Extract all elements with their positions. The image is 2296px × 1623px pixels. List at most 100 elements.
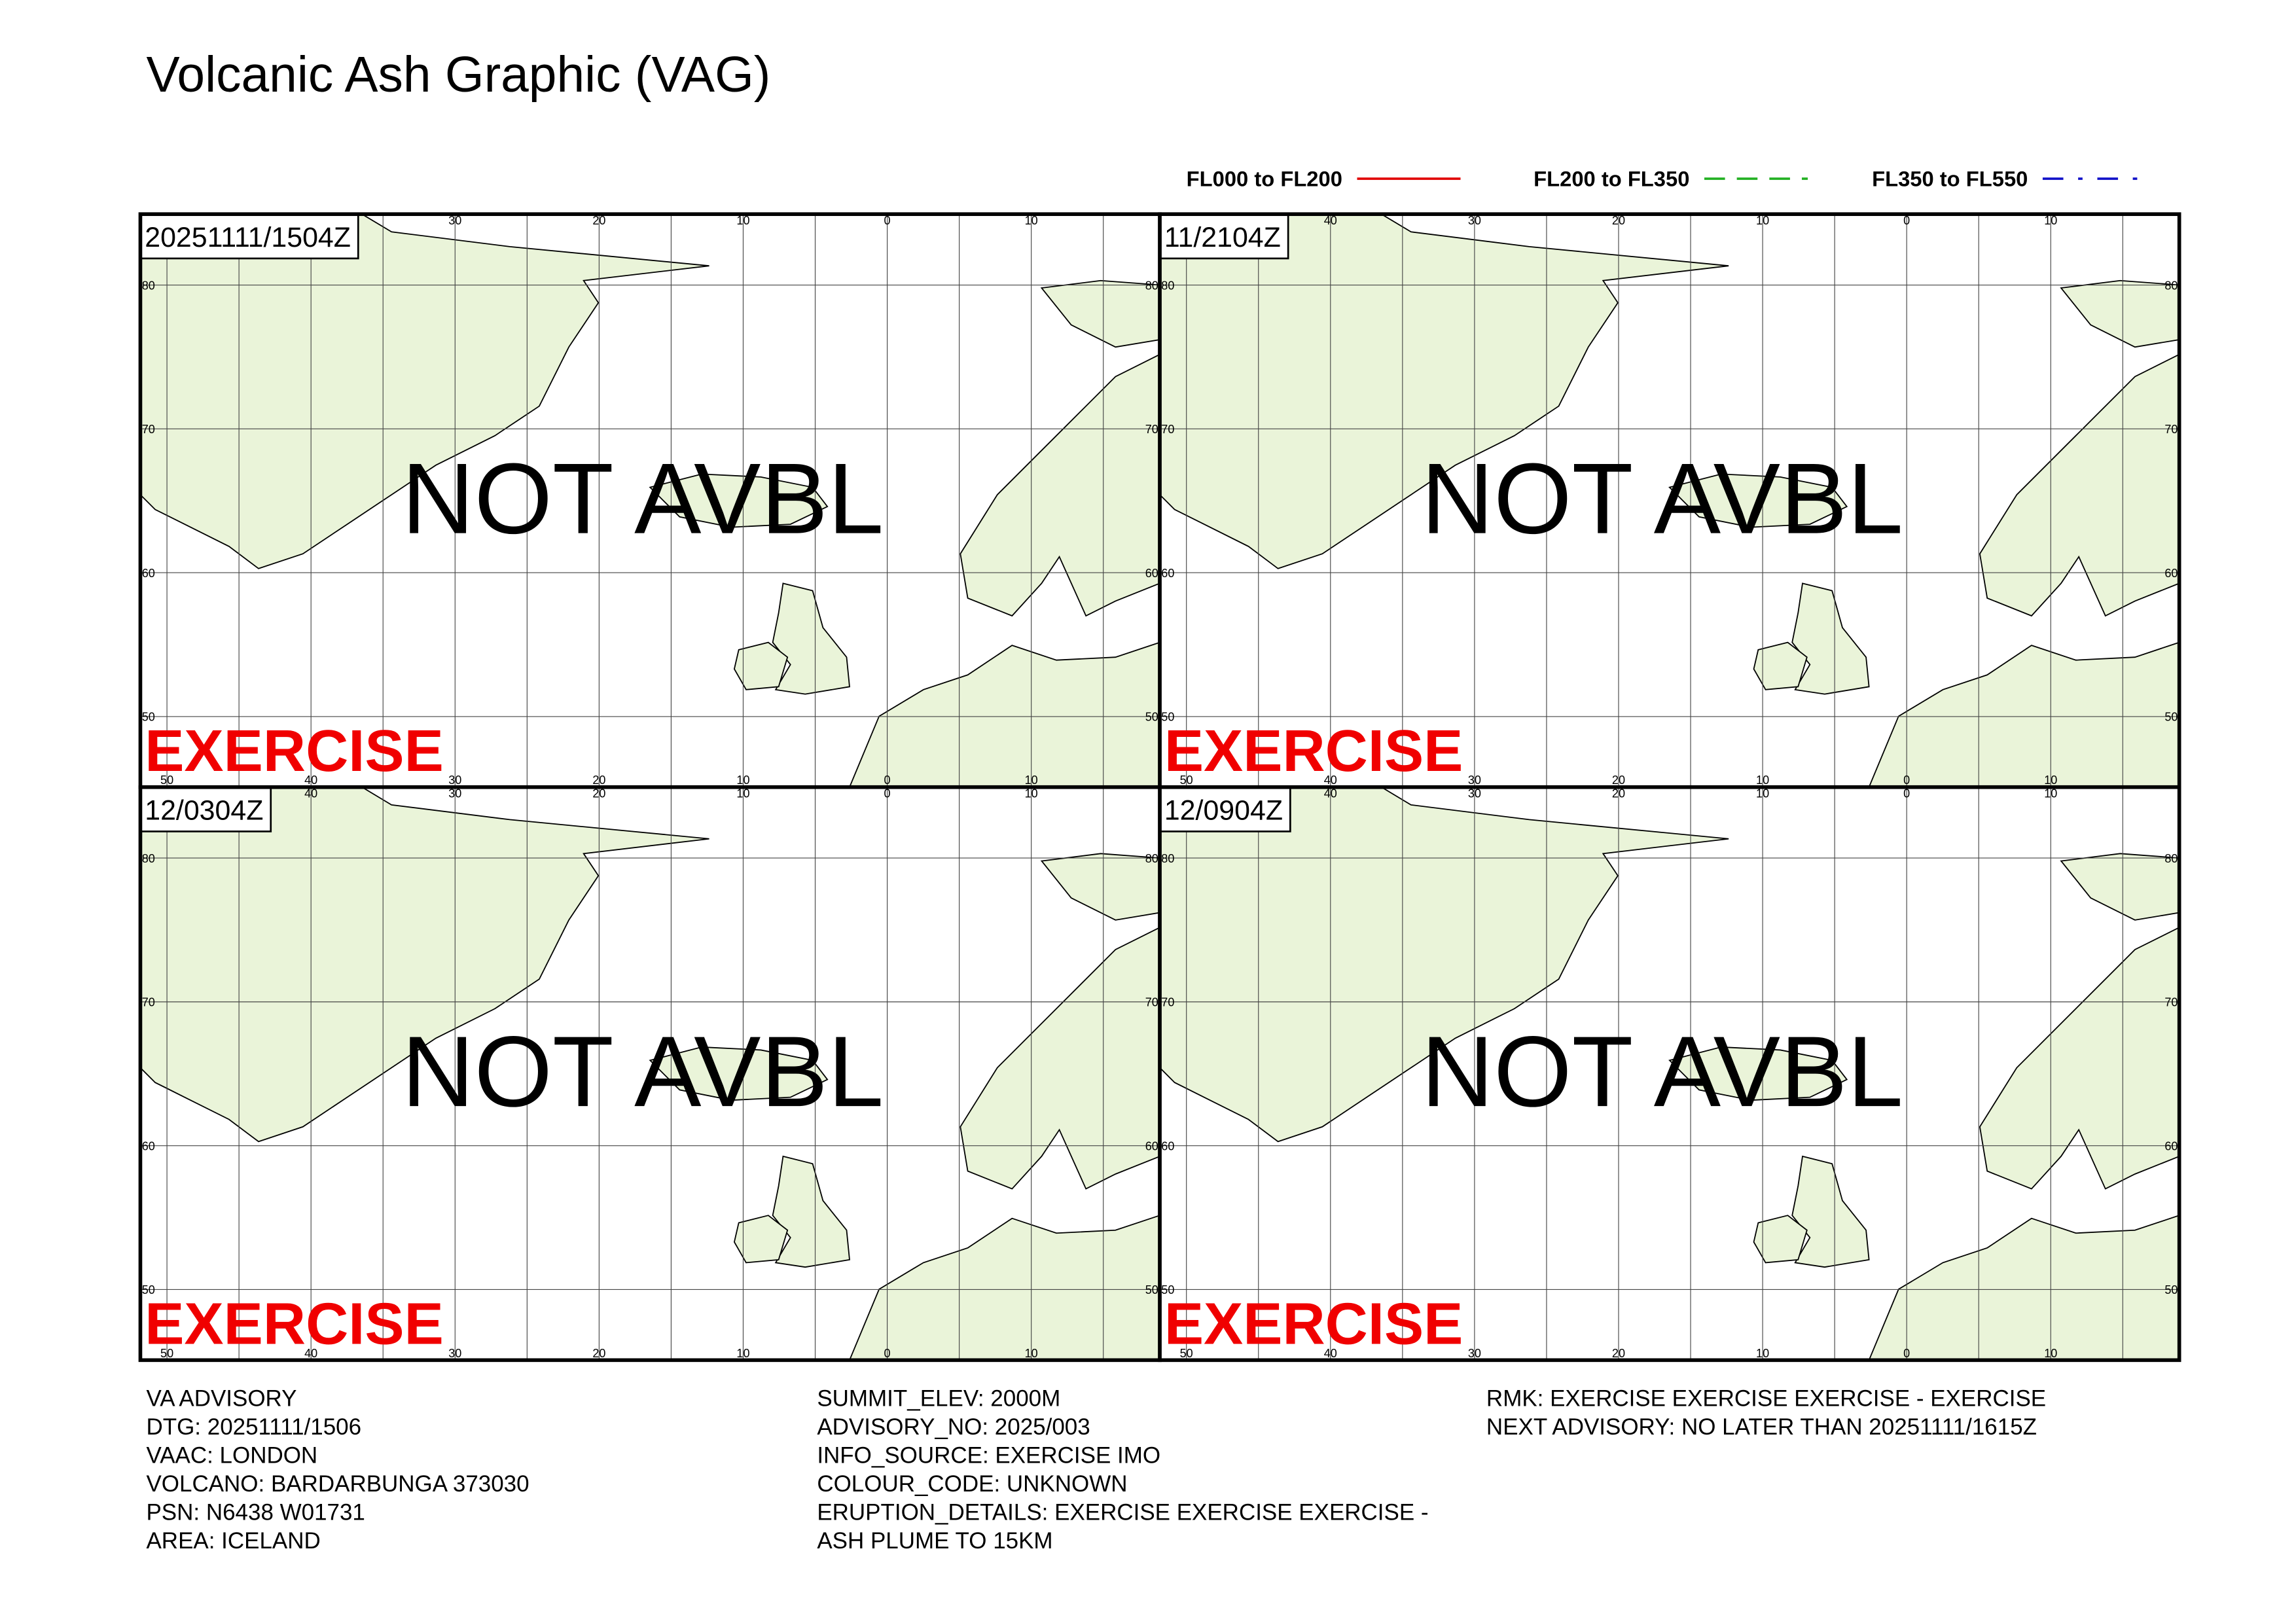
advisory-line: COLOUR_CODE: UNKNOWN [817, 1471, 1127, 1497]
lon-label: 10 [1756, 214, 1769, 227]
lat-label: 80 [142, 852, 155, 865]
lon-label: 10 [2044, 774, 2057, 787]
lon-label: 10 [1756, 774, 1769, 787]
map [140, 787, 1160, 1361]
lon-label: 40 [1324, 774, 1337, 787]
lon-label: 0 [884, 787, 891, 800]
lat-label: 50 [1145, 1283, 1158, 1296]
lon-label: 0 [1903, 774, 1910, 787]
title: Volcanic Ash Graphic (VAG) [146, 47, 770, 103]
valid-time: 20251111/1504Z [145, 222, 351, 253]
lon-label: 0 [884, 1347, 891, 1360]
lon-label: 30 [1468, 774, 1481, 787]
lat-label: 80 [1145, 279, 1158, 292]
advisory-line: ASH PLUME TO 15KM [817, 1528, 1052, 1554]
lon-label: 0 [1903, 1347, 1910, 1360]
panel-border [1158, 785, 2181, 1363]
lon-label: 10 [736, 787, 749, 800]
map-panel: 5050404030302020101000101080807070606050… [1158, 785, 2181, 1363]
lon-label: 30 [1468, 1347, 1481, 1360]
exercise-watermark: EXERCISE [145, 718, 444, 784]
exercise-watermark: EXERCISE [1164, 1291, 1463, 1357]
lon-label: 20 [592, 214, 605, 227]
exercise-watermark: EXERCISE [145, 1291, 444, 1357]
map-panel: 5050404030302020101000101080807070606050… [138, 212, 1162, 789]
lon-label: 10 [2044, 214, 2057, 227]
lon-label: 40 [304, 1347, 317, 1360]
status-overlay: NOT AVBL [1421, 1015, 1903, 1128]
status-overlay: NOT AVBL [402, 442, 884, 555]
advisory-line: ADVISORY_NO: 2025/003 [817, 1414, 1090, 1440]
advisory-line: SUMMIT_ELEV: 2000M [817, 1385, 1060, 1411]
exercise-watermark: EXERCISE [1164, 718, 1463, 784]
lat-label: 70 [142, 423, 155, 436]
lat-label: 50 [142, 711, 155, 724]
map [1160, 214, 2179, 787]
lat-label: 50 [1161, 1283, 1174, 1296]
lat-label: 50 [2164, 1283, 2178, 1296]
lon-label: 20 [1612, 1347, 1625, 1360]
advisory-line: VOLCANO: BARDARBUNGA 373030 [146, 1471, 529, 1497]
map-panel: 5050404030302020101000101080807070606050… [1158, 212, 2181, 789]
lat-label: 80 [1161, 279, 1174, 292]
lat-label: 60 [1145, 1139, 1158, 1152]
status-overlay: NOT AVBL [1421, 442, 1903, 555]
lat-label: 70 [1145, 996, 1158, 1009]
lon-label: 0 [884, 774, 891, 787]
lat-label: 60 [1161, 1139, 1174, 1152]
time-box [139, 786, 272, 832]
lon-label: 10 [1025, 1347, 1038, 1360]
lon-label: 0 [884, 214, 891, 227]
lon-label: 10 [2044, 787, 2057, 800]
advisory-line: ERUPTION_DETAILS: EXERCISE EXERCISE EXER… [817, 1499, 1428, 1525]
advisory-line: AREA: ICELAND [146, 1528, 320, 1554]
lat-label: 70 [142, 996, 155, 1009]
lat-label: 70 [1145, 423, 1158, 436]
lon-label: 10 [1025, 787, 1038, 800]
lat-label: 80 [1145, 852, 1158, 865]
legend-label: FL000 to FL200 [1187, 166, 1342, 190]
lat-label: 50 [142, 1283, 155, 1296]
advisory-line: DTG: 20251111/1506 [146, 1414, 361, 1440]
map [140, 214, 1160, 787]
map-panel: 5050404030302020101000101080807070606050… [138, 785, 1162, 1363]
map [1160, 787, 2179, 1361]
advisory-line: RMK: EXERCISE EXERCISE EXERCISE - EXERCI… [1486, 1385, 2046, 1411]
lat-label: 50 [2164, 711, 2178, 724]
lon-label: 30 [448, 1347, 461, 1360]
lon-label: 10 [736, 214, 749, 227]
valid-time: 11/2104Z [1164, 222, 1281, 253]
lon-label: 40 [1324, 787, 1337, 800]
lon-label: 30 [448, 214, 461, 227]
lon-label: 20 [1612, 214, 1625, 227]
lon-label: 10 [1756, 1347, 1769, 1360]
lat-label: 60 [1145, 567, 1158, 580]
lon-label: 20 [592, 787, 605, 800]
status-overlay: NOT AVBL [402, 1015, 884, 1128]
legend-label: FL200 to FL350 [1534, 166, 1689, 190]
lon-label: 40 [304, 774, 317, 787]
lat-label: 60 [2164, 567, 2178, 580]
advisory-line: INFO_SOURCE: EXERCISE IMO [817, 1442, 1160, 1468]
lon-label: 10 [736, 1347, 749, 1360]
lat-label: 70 [2164, 996, 2178, 1009]
lon-label: 0 [1903, 214, 1910, 227]
lon-label: 40 [1324, 1347, 1337, 1360]
lat-label: 80 [2164, 852, 2178, 865]
lon-label: 40 [304, 787, 317, 800]
lon-label: 50 [160, 774, 173, 787]
legend-label: FL350 to FL550 [1872, 166, 2028, 190]
lat-label: 70 [1161, 423, 1174, 436]
lon-label: 10 [1025, 214, 1038, 227]
valid-time: 12/0904Z [1164, 794, 1283, 826]
lon-label: 0 [1903, 787, 1910, 800]
lon-label: 50 [1180, 1347, 1193, 1360]
lon-label: 20 [592, 1347, 605, 1360]
lon-label: 20 [592, 774, 605, 787]
advisory-line: PSN: N6438 W01731 [146, 1499, 365, 1525]
lat-label: 60 [142, 1139, 155, 1152]
lat-label: 50 [1145, 711, 1158, 724]
lon-label: 30 [448, 787, 461, 800]
